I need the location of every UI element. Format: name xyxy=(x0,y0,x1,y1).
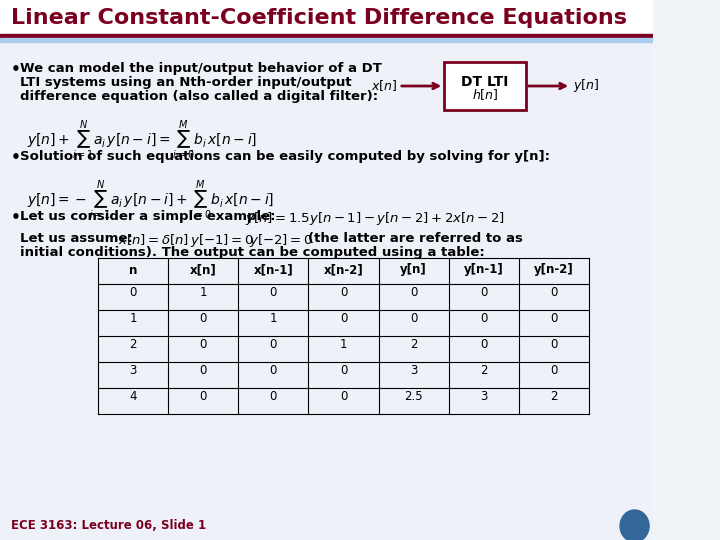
Text: 0: 0 xyxy=(551,363,558,376)
Text: x[n-2]: x[n-2] xyxy=(324,264,364,276)
Text: 2: 2 xyxy=(410,338,418,350)
Text: $y[-2]=0$: $y[-2]=0$ xyxy=(249,232,313,249)
Bar xyxy=(0,38,653,42)
Bar xyxy=(0,34,653,38)
Text: $y[n]=-\sum_{i=1}^{N}a_i\,y[n-i]+\sum_{i=0}^{M}b_i\,x[n-i]$: $y[n]=-\sum_{i=1}^{N}a_i\,y[n-i]+\sum_{i… xyxy=(27,178,274,222)
Text: •: • xyxy=(11,210,21,225)
Text: x[n]: x[n] xyxy=(190,264,217,276)
Text: (the latter are referred to as: (the latter are referred to as xyxy=(308,232,523,245)
Text: 0: 0 xyxy=(480,312,487,325)
Text: 4: 4 xyxy=(130,389,137,402)
Text: 0: 0 xyxy=(551,286,558,299)
Text: $y[n]$: $y[n]$ xyxy=(573,78,599,94)
Text: y[n-2]: y[n-2] xyxy=(534,264,574,276)
Text: $h[n]$: $h[n]$ xyxy=(472,87,498,102)
Text: $y[-1]=0$: $y[-1]=0$ xyxy=(190,232,254,249)
Text: •: • xyxy=(11,150,21,165)
Text: 0: 0 xyxy=(480,338,487,350)
Bar xyxy=(0,0,653,35)
Text: 0: 0 xyxy=(270,389,277,402)
Text: 2: 2 xyxy=(130,338,137,350)
Text: 3: 3 xyxy=(480,389,487,402)
Text: 0: 0 xyxy=(270,338,277,350)
Text: 1: 1 xyxy=(340,338,347,350)
Text: DT LTI: DT LTI xyxy=(462,75,508,89)
Text: difference equation (also called a digital filter):: difference equation (also called a digit… xyxy=(20,90,378,103)
Text: 0: 0 xyxy=(410,286,418,299)
Text: 3: 3 xyxy=(410,363,418,376)
Text: Solution of such equations can be easily computed by solving for y[n]:: Solution of such equations can be easily… xyxy=(20,150,550,163)
Text: $y[n]+\sum_{i=1}^{N}a_i\,y[n-i]=\sum_{i=0}^{M}b_i\,x[n-i]$: $y[n]+\sum_{i=1}^{N}a_i\,y[n-i]=\sum_{i=… xyxy=(27,118,257,162)
Text: 0: 0 xyxy=(340,363,347,376)
Text: 2: 2 xyxy=(480,363,487,376)
Text: $x[n]=\delta[n]$: $x[n]=\delta[n]$ xyxy=(118,232,189,247)
Text: LTI systems using an Nth-order input/output: LTI systems using an Nth-order input/out… xyxy=(20,76,351,89)
Text: 1: 1 xyxy=(199,286,207,299)
Text: 0: 0 xyxy=(199,338,207,350)
Text: Let us consider a simple example:: Let us consider a simple example: xyxy=(20,210,276,223)
Text: 2.5: 2.5 xyxy=(405,389,423,402)
Text: 0: 0 xyxy=(410,312,418,325)
Text: ECE 3163: Lecture 06, Slide 1: ECE 3163: Lecture 06, Slide 1 xyxy=(11,519,206,532)
Text: y[n]: y[n] xyxy=(400,264,427,276)
Text: 0: 0 xyxy=(199,389,207,402)
Text: We can model the input/output behavior of a DT: We can model the input/output behavior o… xyxy=(20,62,382,75)
Text: 0: 0 xyxy=(340,286,347,299)
Text: $x[n]$: $x[n]$ xyxy=(371,78,397,93)
Text: 0: 0 xyxy=(199,363,207,376)
Text: initial conditions). The output can be computed using a table:: initial conditions). The output can be c… xyxy=(20,246,485,259)
Text: Let us assume:: Let us assume: xyxy=(20,232,132,245)
Text: y[n-1]: y[n-1] xyxy=(464,264,504,276)
Text: n: n xyxy=(129,264,138,276)
Text: 1: 1 xyxy=(130,312,137,325)
Text: x[n-1]: x[n-1] xyxy=(253,264,293,276)
Text: 0: 0 xyxy=(480,286,487,299)
Text: 0: 0 xyxy=(199,312,207,325)
Text: 2: 2 xyxy=(550,389,558,402)
Text: 0: 0 xyxy=(340,312,347,325)
Text: 0: 0 xyxy=(270,363,277,376)
Text: 0: 0 xyxy=(340,389,347,402)
Text: 0: 0 xyxy=(551,312,558,325)
Circle shape xyxy=(620,510,649,540)
FancyBboxPatch shape xyxy=(444,62,526,110)
Text: 0: 0 xyxy=(130,286,137,299)
Text: Linear Constant-Coefficient Difference Equations: Linear Constant-Coefficient Difference E… xyxy=(11,8,627,28)
Text: 3: 3 xyxy=(130,363,137,376)
Text: $y[n]=1.5y[n-1]-y[n-2]+2x[n-2]$: $y[n]=1.5y[n-1]-y[n-2]+2x[n-2]$ xyxy=(245,210,505,227)
Text: •: • xyxy=(11,62,21,77)
Text: 1: 1 xyxy=(269,312,277,325)
Text: 0: 0 xyxy=(270,286,277,299)
Text: 0: 0 xyxy=(551,338,558,350)
